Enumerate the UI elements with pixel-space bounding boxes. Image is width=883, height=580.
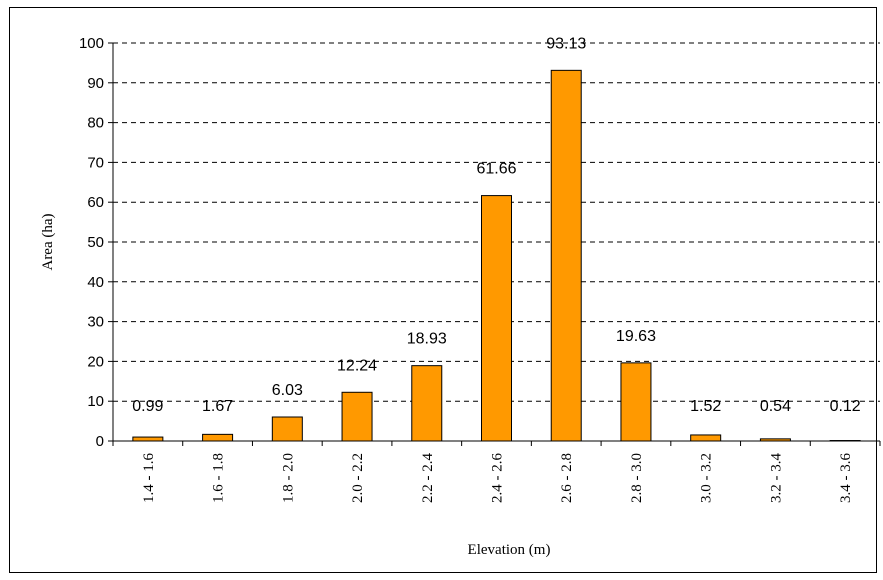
bar	[690, 434, 722, 442]
data-labels: 0.99 1.67 6.03 12.24 18.93 61.66 93.13 19.63 1.5…	[132, 35, 861, 415]
y-tick-label: 90	[87, 75, 104, 92]
bar	[411, 365, 443, 442]
x-tick-label: 1.8 - 2.0	[280, 453, 296, 503]
y-tick-label: 10	[87, 393, 104, 410]
gridlines	[113, 42, 880, 402]
y-tick-label: 30	[87, 314, 104, 331]
y-tick-label: 0	[96, 433, 104, 450]
x-tick-label: 1.4 - 1.6	[141, 453, 157, 503]
bar	[550, 69, 582, 442]
x-tick-label: 2.2 - 2.4	[420, 453, 436, 503]
data-label: 0.12	[830, 398, 861, 415]
data-label: 1.67	[202, 398, 233, 415]
bar	[481, 195, 512, 442]
data-label: 0.99	[132, 398, 163, 415]
y-tick-label: 50	[87, 234, 104, 251]
y-tick-label: 70	[87, 154, 104, 171]
bars	[132, 69, 861, 442]
y-tick-label: 20	[87, 353, 104, 370]
data-label: 93.13	[546, 35, 586, 52]
data-label: 6.03	[272, 382, 303, 399]
bar	[132, 436, 164, 442]
bar	[341, 391, 373, 442]
y-tick-label: 100	[79, 35, 104, 52]
x-tick-label: 2.4 - 2.6	[490, 453, 506, 503]
bar	[202, 433, 234, 442]
bar	[271, 416, 303, 442]
data-label: 61.66	[476, 161, 516, 178]
y-tick-label: 80	[87, 115, 104, 132]
y-axis: 0 10 20 30 40 50 60 70 80 90 100	[79, 35, 114, 450]
x-tick-label: 3.2 - 3.4	[768, 453, 784, 503]
x-tick-label: 2.6 - 2.8	[559, 453, 575, 503]
x-tick-label: 1.6 - 1.8	[211, 453, 227, 503]
y-tick-label: 60	[87, 194, 104, 211]
data-label: 0.54	[760, 398, 791, 415]
bar	[620, 362, 652, 442]
data-label: 18.93	[407, 331, 447, 348]
data-label: 19.63	[616, 328, 656, 345]
data-label: 12.24	[337, 357, 377, 374]
x-tick-label: 3.4 - 3.6	[838, 453, 854, 503]
x-axis-title: Elevation (m)	[468, 542, 551, 558]
x-axis: 1.4 - 1.6 1.6 - 1.8 1.8 - 2.0 2.0 - 2.2 2.2 …	[112, 440, 881, 503]
y-axis-title: Area (ha)	[40, 213, 56, 270]
chart-frame	[9, 7, 877, 573]
x-tick-label: 3.0 - 3.2	[699, 453, 715, 503]
x-tick-label: 2.0 - 2.2	[350, 453, 366, 503]
data-label: 1.52	[690, 398, 721, 415]
x-tick-label: 2.8 - 3.0	[629, 453, 645, 503]
y-tick-label: 40	[87, 274, 104, 291]
